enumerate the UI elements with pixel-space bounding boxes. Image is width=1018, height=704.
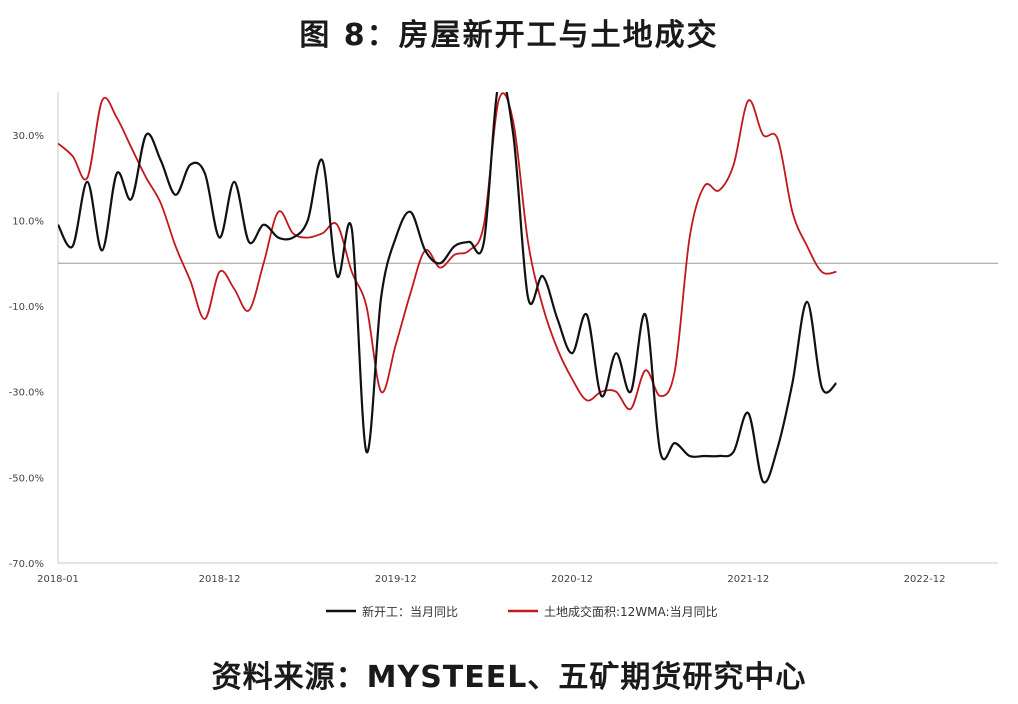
legend: 新开工：当月同比 土地成交面积:12WMA:当月同比 <box>326 604 718 619</box>
x-tick-label: 2018-01 <box>37 574 79 585</box>
x-tick-label: 2021-12 <box>727 574 769 585</box>
x-tick-label: 2019-12 <box>375 574 417 585</box>
series-line-1 <box>58 92 837 411</box>
y-tick-label: -50.0% <box>9 473 44 484</box>
x-tick-label: 2020-12 <box>551 574 593 585</box>
x-tick-label: 2018-12 <box>199 574 241 585</box>
legend-label-series-1: 土地成交面积:12WMA:当月同比 <box>544 604 718 619</box>
y-tick-label: 30.0% <box>12 131 44 142</box>
plot-area <box>58 92 838 484</box>
y-tick-label: -10.0% <box>9 302 44 313</box>
legend-label-series-0: 新开工：当月同比 <box>362 604 458 619</box>
y-tick-label: -30.0% <box>9 388 44 399</box>
y-tick-label: -70.0% <box>9 559 44 570</box>
x-tick-labels: 2018-01 2018-12 2019-12 2020-12 2021-12 2022-… <box>37 574 945 585</box>
x-tick-label: 2022-12 <box>904 574 946 585</box>
y-tick-label: 10.0% <box>12 216 44 227</box>
series-line-0 <box>58 92 838 484</box>
chart-axes <box>57 92 998 564</box>
y-tick-labels: 30.0% 10.0% -10.0% -30.0% -50.0% -70.0% <box>9 131 44 570</box>
chart-title: 图 8：房屋新开工与土地成交 <box>299 18 719 53</box>
source-note: 资料来源：MYSTEEL、五矿期货研究中心 <box>211 660 807 695</box>
